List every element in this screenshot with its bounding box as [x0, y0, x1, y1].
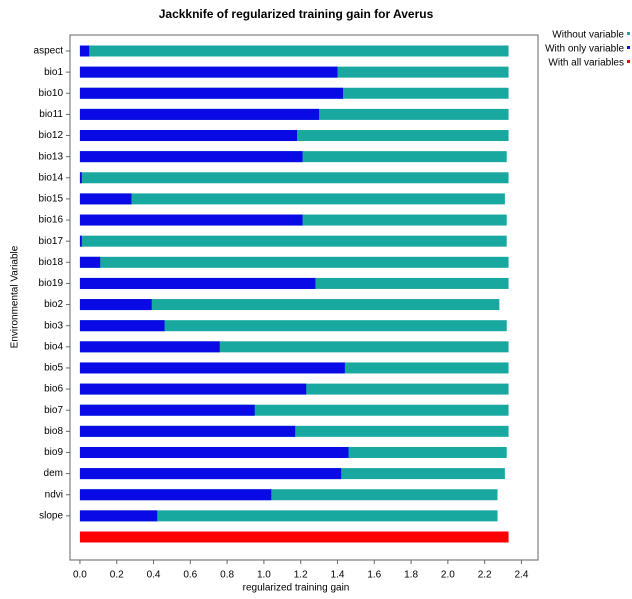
bar [79, 235, 82, 247]
y-tick-label: bio14 [39, 172, 64, 183]
bar [79, 256, 101, 268]
x-tick-label: 0.6 [183, 570, 197, 581]
y-tick-label: bio10 [39, 88, 64, 99]
x-tick-label: 0.8 [220, 570, 234, 581]
y-tick-label: bio6 [44, 384, 63, 395]
y-tick-label: bio13 [39, 151, 64, 162]
bar [79, 193, 505, 205]
bar [79, 510, 498, 522]
legend-label: Without variable [552, 30, 624, 41]
y-tick-label: bio3 [44, 320, 63, 331]
bar [79, 277, 316, 289]
y-tick-label: bio15 [39, 194, 64, 205]
x-tick-label: 2.2 [478, 570, 492, 581]
bar [79, 446, 349, 458]
y-tick-label: bio18 [39, 257, 64, 268]
legend-swatch [627, 46, 630, 49]
bar [79, 404, 509, 416]
bar [79, 341, 509, 353]
plot-frame [69, 34, 539, 561]
bar [79, 383, 307, 395]
legend-swatch [627, 60, 630, 63]
y-tick-label: bio7 [44, 405, 63, 416]
y-tick-label: slope [39, 511, 63, 522]
x-tick-label: 2.4 [514, 570, 528, 581]
legend-swatch [627, 32, 630, 35]
y-tick-label: bio17 [39, 236, 64, 247]
bar [79, 256, 509, 268]
y-tick-label: bio16 [39, 215, 64, 226]
bar [79, 362, 345, 374]
y-tick-label: bio8 [44, 426, 63, 437]
x-tick-label: 1.2 [294, 570, 308, 581]
x-tick-label: 0.4 [147, 570, 161, 581]
bar [79, 489, 272, 501]
y-tick-label: ndvi [45, 489, 63, 500]
bar [79, 193, 132, 205]
x-tick-label: 1.4 [331, 570, 345, 581]
bar [79, 299, 152, 311]
x-tick-label: 1.6 [367, 570, 381, 581]
x-tick-label: 1.0 [257, 570, 271, 581]
bar [79, 341, 220, 353]
x-tick-label: 2.0 [441, 570, 455, 581]
y-tick-label: aspect [34, 46, 64, 57]
bar [79, 320, 165, 332]
chart-title: Jackknife of regularized training gain f… [159, 7, 434, 21]
bar [79, 214, 303, 226]
x-tick-label: 0.0 [73, 570, 87, 581]
bar [79, 320, 507, 332]
y-tick-label: bio2 [44, 299, 63, 310]
bar [79, 45, 90, 57]
y-tick-label: bio4 [44, 341, 63, 352]
bar [79, 299, 500, 311]
bar [79, 87, 343, 99]
bar [79, 151, 303, 163]
x-tick-label: 1.8 [404, 570, 418, 581]
bar [79, 404, 255, 416]
bar [79, 108, 320, 120]
y-tick-label: bio19 [39, 278, 64, 289]
bar [79, 510, 158, 522]
bar [79, 425, 296, 437]
y-tick-label: bio1 [44, 67, 63, 78]
bar [79, 45, 509, 57]
y-tick-label: bio5 [44, 363, 63, 374]
legend-label: With only variable [545, 44, 624, 55]
y-tick-label: dem [44, 468, 63, 479]
bar [79, 531, 509, 543]
y-tick-label: bio11 [39, 109, 63, 120]
bar [79, 489, 498, 501]
bar [79, 130, 298, 142]
bar [79, 235, 507, 247]
bar [79, 468, 342, 480]
bar [79, 66, 338, 78]
x-tick-label: 0.2 [110, 570, 124, 581]
x-axis-title: regularized training gain [243, 583, 350, 594]
y-tick-label: bio9 [44, 447, 63, 458]
bar [79, 172, 509, 184]
legend-label: With all variables [548, 58, 624, 69]
y-tick-label: bio12 [39, 130, 64, 141]
y-axis-title: Environmental Variable [10, 245, 21, 348]
bar [79, 172, 82, 184]
